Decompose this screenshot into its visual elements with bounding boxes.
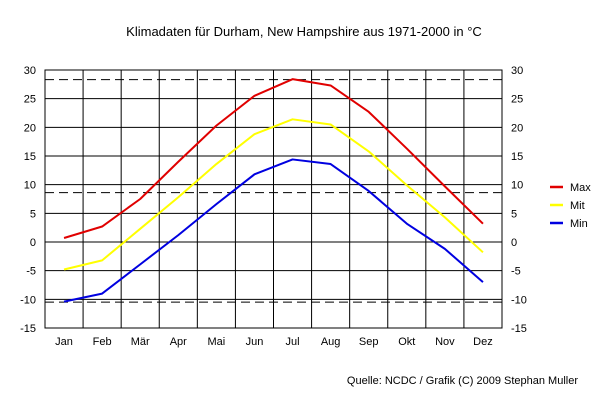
y-tick-label: -15 <box>20 323 36 335</box>
x-tick-label: Jul <box>286 336 300 348</box>
plot-frame <box>44 69 503 329</box>
x-tick-label: Aug <box>321 336 341 348</box>
y-tick-label: 30 <box>24 65 36 77</box>
y-axis-left: 30 25 20 15 10 5 0 -5 -10 -15 <box>20 65 36 335</box>
y-tick-label: -10 <box>20 294 36 306</box>
x-tick-label: Mai <box>208 336 226 348</box>
series-line-max <box>63 78 484 239</box>
y-tick-label-right: 20 <box>511 122 523 134</box>
legend-label-mit: Mit <box>570 200 585 212</box>
x-tick-label: Nov <box>435 336 455 348</box>
legend: Max Mit Min <box>550 182 591 230</box>
y-tick-label: 20 <box>24 122 36 134</box>
legend-label-min: Min <box>570 218 588 230</box>
x-tick-label: Mär <box>131 336 150 348</box>
series-line-mit <box>63 118 484 271</box>
y-tick-label-right: -5 <box>511 266 521 278</box>
y-tick-label: 15 <box>24 151 36 163</box>
y-tick-label-right: 15 <box>511 151 523 163</box>
x-tick-label: Okt <box>398 336 415 348</box>
x-tick-label: Dez <box>473 336 493 348</box>
y-tick-label-right: 25 <box>511 94 523 106</box>
legend-label-max: Max <box>570 182 591 194</box>
y-tick-label: 5 <box>30 208 36 220</box>
chart-title: Klimadaten für Durham, New Hampshire aus… <box>126 24 482 39</box>
y-tick-label: 10 <box>24 180 36 192</box>
y-tick-label-right: 30 <box>511 65 523 77</box>
x-tick-label: Feb <box>93 336 112 348</box>
y-tick-label: -5 <box>26 266 36 278</box>
y-tick-label-right: 5 <box>511 208 517 220</box>
y-tick-label: 0 <box>30 237 36 249</box>
series-line-min <box>63 158 484 303</box>
x-tick-label: Apr <box>170 336 187 348</box>
y-tick-label-right: -15 <box>511 323 527 335</box>
x-tick-label: Jan <box>55 336 73 348</box>
chart-grid <box>45 69 502 329</box>
reference-lines <box>45 79 502 303</box>
series-lines <box>63 78 484 303</box>
y-tick-label-right: 10 <box>511 180 523 192</box>
x-axis: Jan Feb Mär Apr Mai Jun Jul Aug Sep Okt Nov Dez <box>55 336 493 348</box>
source-credit: Quelle: NCDC / Grafik (C) 2009 Stephan M… <box>347 375 578 387</box>
x-tick-label: Jun <box>246 336 264 348</box>
y-tick-label-right: 0 <box>511 237 517 249</box>
y-tick-label: 25 <box>24 94 36 106</box>
x-tick-label: Sep <box>359 336 379 348</box>
y-tick-label-right: -10 <box>511 294 527 306</box>
y-axis-right: 30 25 20 15 10 5 0 -5 -10 -15 <box>511 65 527 335</box>
